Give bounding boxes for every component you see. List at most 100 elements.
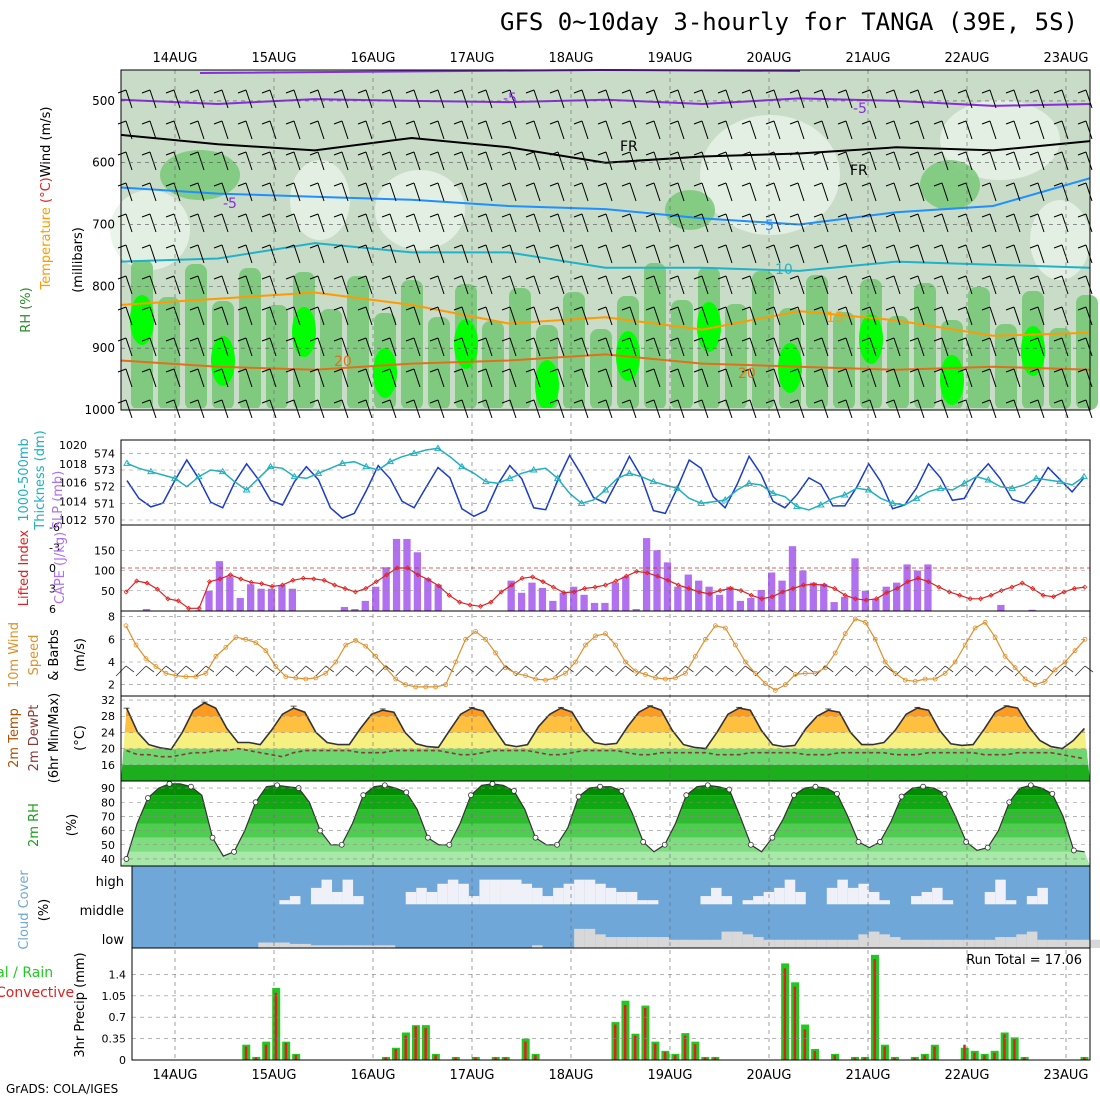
cape-bar [768, 572, 776, 611]
wind-barb [117, 182, 133, 202]
wind-barb [933, 244, 949, 264]
wind-barb [693, 89, 709, 109]
cape-bar [278, 585, 286, 611]
temp-band [121, 702, 1090, 717]
wind-barb [237, 89, 253, 109]
wind-barb [981, 89, 997, 109]
cloud-low-bar [900, 939, 912, 948]
wind-barb [813, 89, 829, 109]
wind-barb [813, 368, 829, 388]
wind-barb [285, 368, 301, 388]
isotherm-label: -5 [223, 196, 237, 212]
wind-barb [261, 182, 277, 202]
wind-barb [597, 368, 613, 388]
wind-barb [837, 182, 853, 202]
wind-barb-10m [195, 665, 215, 677]
rh-blob [700, 115, 840, 235]
cloud-row-label: high [96, 875, 124, 890]
wind-barb [789, 120, 805, 140]
li-marker [842, 592, 848, 598]
li-marker [175, 598, 181, 604]
cloud-low-bar [374, 945, 385, 948]
wind-barb [453, 368, 469, 388]
cloud-low-bar [721, 931, 733, 948]
rh-column [914, 283, 936, 410]
wind-barb-10m [135, 665, 155, 677]
li-marker [227, 572, 233, 578]
li-marker [540, 579, 546, 585]
rh-band [121, 823, 1090, 838]
temp-unit: (°C) [73, 725, 88, 751]
li-marker [821, 582, 827, 588]
precip-convective-bar [414, 1026, 417, 1060]
precip-convective-bar [883, 1046, 886, 1060]
wind-barb [525, 89, 541, 109]
precip-convective-bar [613, 1024, 617, 1060]
wind-barb [357, 306, 373, 326]
cloud-high-bar [595, 883, 606, 905]
cloud-high-bar [647, 900, 659, 905]
cloud-low-bar [911, 939, 922, 948]
temp-band [121, 716, 1090, 733]
wind-barb [1005, 337, 1021, 357]
wind-barb [957, 151, 973, 171]
wind-barb [789, 89, 805, 109]
li-marker [1009, 584, 1015, 590]
wind-barb [717, 306, 733, 326]
wind-barb [621, 120, 637, 140]
wind-barb [885, 244, 901, 264]
wind-barb [477, 337, 493, 357]
wind-barb [141, 306, 157, 326]
wind-barb [525, 213, 541, 233]
wind-barb [837, 275, 853, 295]
wind-barb [1029, 120, 1045, 140]
wind-barb [333, 275, 349, 295]
wind-barb [621, 213, 637, 233]
wind-barb [597, 275, 613, 295]
wind-barb [693, 182, 709, 202]
wind-barb [789, 182, 805, 202]
wind-barb [669, 306, 685, 326]
wind-barb [477, 275, 493, 295]
wind-barb [525, 275, 541, 295]
cape-bar [549, 600, 557, 611]
cape-bar [736, 600, 745, 611]
cloud-low-bar [321, 945, 333, 948]
wind-barb [309, 275, 325, 295]
wind-barb-10m [914, 665, 934, 677]
date-label-top: 16AUG [350, 51, 395, 66]
wind-barb [837, 244, 853, 264]
wind-barb [885, 399, 901, 419]
rh-column [806, 275, 828, 410]
wind-barb [117, 244, 133, 264]
precip-convective-bar [993, 1052, 996, 1060]
wind-barb [837, 399, 853, 419]
cloud-high-bar [784, 879, 796, 905]
wind-barb [597, 306, 613, 326]
cape-bar [611, 582, 620, 611]
date-label-top: 15AUG [251, 51, 296, 66]
isotherm-label: FR [850, 163, 868, 179]
precip-convective-bar [1013, 1039, 1016, 1060]
cape-bar [622, 576, 630, 611]
ua-axis-label: (millibars) [71, 227, 86, 293]
wind-barb [765, 275, 781, 295]
wind-barb [477, 213, 493, 233]
cape-bar [580, 594, 588, 611]
wind-barb [117, 213, 133, 233]
isotherm-10 [120, 242, 1091, 272]
wind-barb [885, 213, 901, 233]
rh-point [424, 834, 431, 841]
cloud-high-bar [911, 896, 922, 905]
rh-point [791, 792, 797, 799]
isotherm-label: 5 [765, 218, 774, 234]
cloud-low-bar [1016, 934, 1027, 948]
rh-core [454, 319, 478, 369]
rh-blob [290, 160, 350, 240]
li-marker [123, 589, 129, 595]
wind-barb [885, 89, 901, 109]
wind-barb [933, 120, 949, 140]
isotherm-label: 15 [826, 310, 844, 326]
wind-barb [165, 368, 181, 388]
wind-barb [693, 213, 709, 233]
